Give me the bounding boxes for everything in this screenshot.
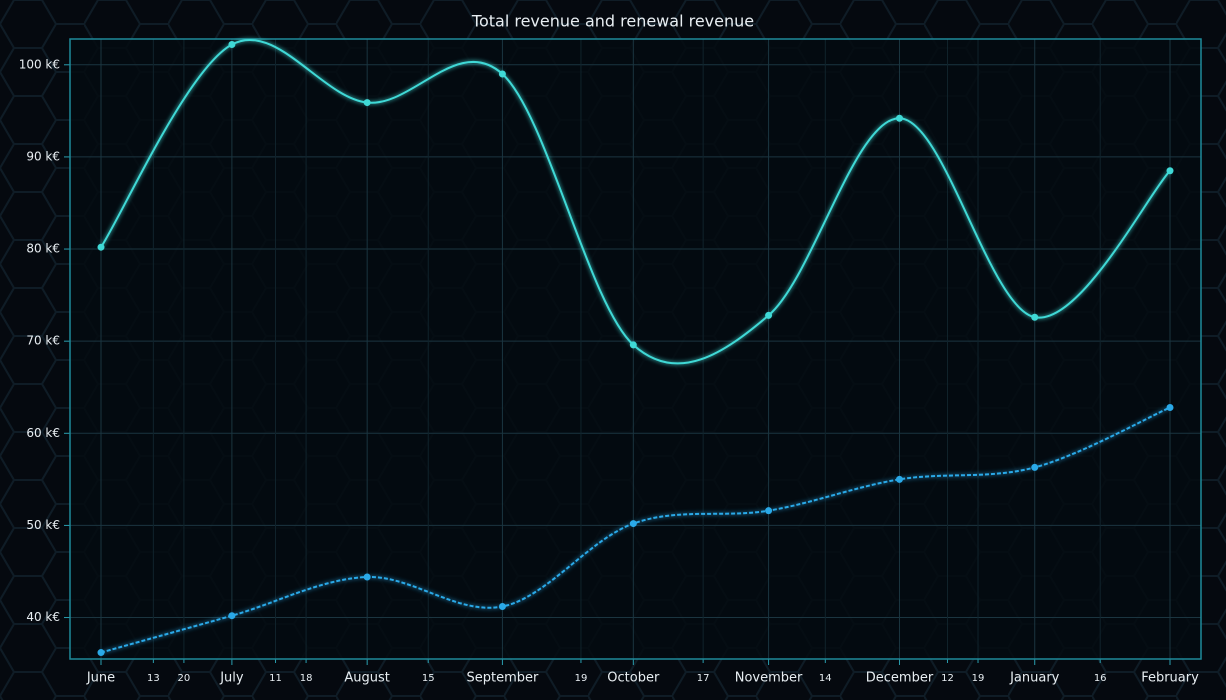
- x-minor-tick-label: 19: [972, 673, 985, 684]
- x-minor-tick-label: 16: [1094, 673, 1107, 684]
- y-tick-label: 90 k€: [26, 149, 60, 163]
- x-tick-label: July: [219, 671, 244, 686]
- data-point: [363, 573, 371, 581]
- x-minor-tick-label: 14: [819, 673, 832, 684]
- data-point: [895, 114, 903, 122]
- x-tick-label: June: [86, 671, 115, 686]
- data-point: [498, 70, 506, 78]
- x-minor-tick-label: 20: [178, 673, 191, 684]
- x-tick-label: December: [866, 671, 934, 686]
- x-minor-tick-label: 13: [147, 673, 160, 684]
- data-point: [498, 602, 506, 610]
- data-point: [363, 99, 371, 107]
- chart-title: Total revenue and renewal revenue: [471, 12, 754, 31]
- data-point: [765, 311, 773, 319]
- x-tick-label: November: [735, 671, 803, 686]
- data-point: [895, 475, 903, 483]
- data-point: [629, 341, 637, 349]
- x-tick-label: August: [344, 671, 390, 686]
- data-point: [1166, 403, 1174, 411]
- data-point: [228, 612, 236, 620]
- plot-border: [69, 38, 1202, 660]
- x-tick-label: January: [1009, 671, 1060, 686]
- plot-area: [70, 39, 1201, 659]
- y-tick-label: 70 k€: [26, 334, 60, 348]
- data-point: [1031, 463, 1039, 471]
- x-tick-label: September: [466, 671, 539, 686]
- x-minor-tick-label: 11: [269, 673, 282, 684]
- data-point: [1031, 313, 1039, 321]
- y-tick-label: 100 k€: [19, 57, 60, 71]
- data-point: [629, 520, 637, 528]
- data-point: [1166, 167, 1174, 175]
- x-minor-tick-label: 19: [575, 673, 588, 684]
- y-tick-label: 60 k€: [26, 426, 60, 440]
- x-minor-tick-label: 18: [300, 673, 313, 684]
- x-minor-tick-label: 15: [422, 673, 435, 684]
- x-minor-tick-label: 17: [697, 673, 710, 684]
- y-tick-label: 50 k€: [26, 518, 60, 532]
- x-tick-label: February: [1141, 671, 1199, 686]
- y-tick-label: 80 k€: [26, 242, 60, 256]
- x-tick-label: October: [607, 671, 660, 686]
- data-point: [765, 507, 773, 515]
- y-tick-label: 40 k€: [26, 610, 60, 624]
- x-minor-tick-label: 12: [941, 673, 954, 684]
- data-point: [228, 41, 236, 49]
- data-point: [97, 649, 105, 657]
- data-point: [97, 243, 105, 251]
